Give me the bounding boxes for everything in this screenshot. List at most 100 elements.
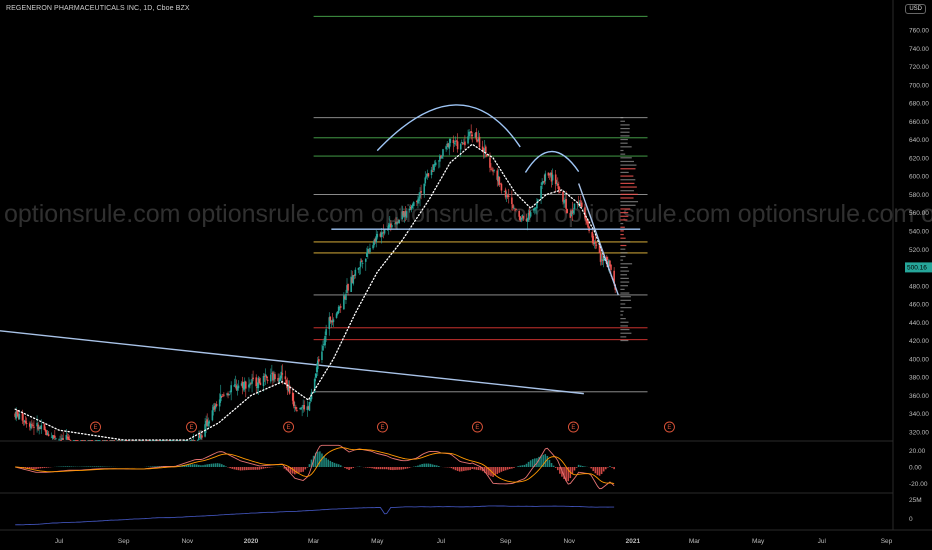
candle-body bbox=[499, 183, 502, 185]
macd-histogram-bar bbox=[152, 466, 154, 467]
candle-body bbox=[90, 440, 93, 441]
candle-body bbox=[140, 440, 143, 441]
earnings-marker bbox=[377, 421, 388, 433]
volume-profile-bar bbox=[620, 285, 628, 287]
candle-body bbox=[460, 142, 463, 143]
candle-body bbox=[542, 181, 544, 184]
candle-body bbox=[68, 438, 71, 440]
macd-histogram-bar bbox=[500, 467, 503, 472]
candle-body bbox=[335, 313, 338, 318]
macd-histogram-bar bbox=[260, 467, 263, 470]
candle-body bbox=[226, 393, 228, 395]
candle-body bbox=[74, 440, 77, 441]
volume-profile-bar bbox=[620, 171, 629, 174]
volume-profile-bar bbox=[620, 292, 630, 294]
candle-body bbox=[343, 295, 345, 310]
candle-body bbox=[105, 440, 107, 441]
volume-profile-bar bbox=[620, 193, 638, 195]
candle-body bbox=[228, 393, 230, 395]
candle-body bbox=[257, 377, 260, 389]
volume-profile-bar bbox=[620, 222, 624, 225]
candle-body bbox=[430, 169, 433, 176]
earnings-marker bbox=[90, 421, 101, 433]
macd-histogram-bar bbox=[47, 467, 50, 468]
candle-body bbox=[608, 260, 610, 267]
macd-histogram-bar bbox=[346, 467, 348, 470]
macd-histogram-bar bbox=[239, 467, 242, 471]
earnings-marker bbox=[567, 421, 579, 433]
currency-badge[interactable]: USD bbox=[905, 4, 926, 14]
macd-histogram-bar bbox=[579, 465, 582, 467]
macd-histogram-bar bbox=[596, 467, 599, 476]
earnings-marker bbox=[283, 421, 295, 433]
candle-body bbox=[21, 412, 24, 421]
macd-histogram-bar bbox=[607, 467, 609, 468]
macd-histogram-bar bbox=[183, 464, 186, 467]
candle-body bbox=[576, 203, 579, 205]
macd-histogram-bar bbox=[64, 466, 67, 467]
candle-body bbox=[281, 373, 284, 375]
macd-histogram-bar bbox=[529, 460, 532, 467]
macd-histogram-bar bbox=[262, 467, 265, 469]
candle-body bbox=[40, 425, 43, 430]
candle-body bbox=[482, 151, 485, 153]
macd-histogram-bar bbox=[335, 463, 338, 467]
macd-histogram-bar bbox=[584, 466, 586, 467]
volume-profile-bar bbox=[620, 310, 624, 312]
candle-body bbox=[234, 384, 237, 386]
head-arc bbox=[376, 104, 521, 152]
volume-profile-bar bbox=[620, 314, 623, 316]
macd-histogram-bar bbox=[582, 466, 584, 467]
volume-profile-bar bbox=[620, 146, 632, 148]
candle-body bbox=[382, 232, 385, 234]
macd-histogram-bar bbox=[492, 467, 494, 477]
candle-body bbox=[600, 259, 603, 261]
obv-tick-label: 0 bbox=[909, 516, 913, 523]
candle-body bbox=[548, 174, 551, 176]
macd-histogram-bar bbox=[258, 467, 261, 470]
candle-body bbox=[419, 192, 421, 198]
candle-body bbox=[287, 386, 290, 392]
candle-body bbox=[338, 306, 341, 308]
macd-histogram-bar bbox=[565, 467, 567, 482]
candle-body bbox=[586, 219, 588, 224]
candle-body bbox=[208, 421, 211, 424]
candle-body bbox=[17, 413, 20, 418]
candle-body bbox=[308, 402, 311, 411]
volume-profile-bar bbox=[620, 296, 631, 298]
candle-body bbox=[237, 385, 240, 389]
candle-body bbox=[23, 420, 26, 422]
candle-body bbox=[418, 197, 420, 202]
volume-profile-bar bbox=[620, 259, 624, 261]
candle-body bbox=[522, 215, 525, 219]
price-tick-label: 440.00 bbox=[909, 320, 929, 327]
candle-body bbox=[558, 186, 560, 190]
candle-body bbox=[83, 440, 85, 441]
candle-body bbox=[425, 176, 428, 178]
candle-body bbox=[89, 440, 92, 441]
candle-body bbox=[31, 424, 33, 426]
macd-histogram-bar bbox=[62, 466, 64, 467]
candle-body bbox=[207, 422, 210, 427]
price-tick-label: 380.00 bbox=[909, 375, 929, 382]
macd-histogram-bar bbox=[548, 459, 551, 467]
macd-histogram-bar bbox=[337, 464, 340, 467]
volume-profile-bar bbox=[620, 204, 636, 206]
volume-profile-bar bbox=[620, 142, 628, 144]
candle-body bbox=[240, 383, 243, 386]
candle-body bbox=[199, 433, 201, 438]
macd-histogram-bar bbox=[371, 467, 373, 469]
candle-body bbox=[373, 240, 375, 246]
macd-histogram-bar bbox=[375, 467, 378, 470]
candle-body bbox=[146, 440, 149, 441]
macd-histogram-bar bbox=[559, 467, 561, 474]
candle-body bbox=[390, 223, 392, 228]
volume-profile-bar bbox=[620, 318, 626, 320]
candle-body bbox=[541, 182, 543, 185]
candle-body bbox=[570, 211, 573, 217]
macd-histogram-bar bbox=[406, 467, 409, 469]
candle-body bbox=[515, 209, 517, 210]
candle-body bbox=[322, 346, 324, 351]
macd-histogram-bar bbox=[544, 454, 547, 467]
